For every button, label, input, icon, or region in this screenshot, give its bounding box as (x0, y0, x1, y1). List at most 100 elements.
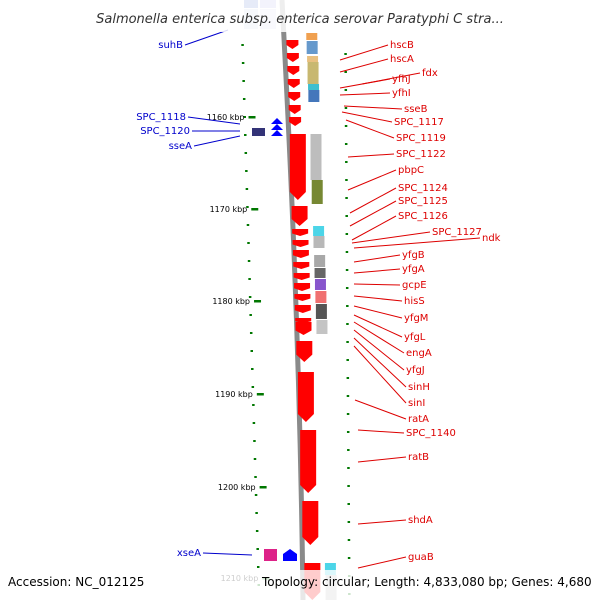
forward-gene-block[interactable] (292, 250, 309, 258)
forward-gene-chevron[interactable] (288, 105, 301, 114)
label-leader-line (343, 105, 403, 110)
forward-gene-block[interactable] (294, 294, 311, 301)
gene-label-yfgL[interactable]: yfgL (404, 332, 426, 343)
gene-label-SPC_1126[interactable]: SPC_1126 (398, 211, 448, 222)
forward-gene-block[interactable] (293, 273, 310, 280)
forward-gene-block[interactable] (295, 322, 312, 335)
orf-dots (241, 44, 351, 595)
gene-label-SPC_1120[interactable]: SPC_1120 (140, 126, 190, 137)
gene-label-yfhI[interactable]: yfhI (392, 88, 411, 99)
forward-gene-block[interactable] (294, 283, 311, 291)
orf-dot-left (256, 548, 259, 550)
forward-gene-chevron[interactable] (286, 40, 299, 49)
forward-gene-block[interactable] (293, 262, 310, 269)
annotation-bar (307, 56, 319, 62)
forward-gene-block[interactable] (294, 305, 311, 313)
orf-dot-left (246, 206, 249, 208)
forward-gene-block[interactable] (292, 229, 309, 236)
reverse-gene-chevron[interactable] (271, 130, 283, 136)
orf-dot-left (252, 422, 256, 424)
gene-label-gcpE[interactable]: gcpE (402, 280, 427, 291)
orf-dot-right (344, 89, 348, 91)
gene-label-yfhJ[interactable]: yfhJ (392, 74, 411, 85)
gene-label-SPC_1140[interactable]: SPC_1140 (406, 428, 456, 439)
forward-gene-chevron[interactable] (289, 117, 302, 126)
gene-label-xseA[interactable]: xseA (177, 548, 201, 559)
gene-label-hisS[interactable]: hisS (404, 296, 425, 307)
orf-dot-right (347, 449, 350, 451)
orf-dot-left (242, 80, 245, 82)
gene-label-SPC_1117[interactable]: SPC_1117 (394, 117, 444, 128)
orf-dot-right (346, 377, 350, 379)
forward-gene-chevron[interactable] (286, 53, 299, 62)
label-leader-line (193, 135, 241, 147)
label-leader-line (339, 58, 389, 73)
forward-gene-block[interactable] (291, 206, 308, 226)
orf-dot-right (347, 521, 351, 523)
forward-gene-block[interactable] (297, 372, 314, 422)
topology-text: Topology: circular; Length: 4,833,080 bp… (261, 575, 592, 589)
gene-label-hscA[interactable]: hscA (390, 54, 414, 65)
annotation-bar (314, 268, 326, 278)
orf-dot-left (249, 332, 253, 334)
forward-gene-chevron[interactable] (288, 92, 301, 101)
annotation-bar (324, 563, 336, 575)
gene-label-hscB[interactable]: hscB (390, 40, 414, 51)
coordinate-ticks: 1160 kbp 1170 kbp 1180 kbp 1190 kbp 1200 kbp… (207, 113, 270, 583)
orf-dot-left (247, 260, 251, 262)
reverse-gene-block[interactable] (283, 549, 297, 561)
gene-label-yfgM[interactable]: yfgM (404, 313, 428, 324)
gene-label-shdA[interactable]: shdA (408, 515, 433, 526)
gene-label-SPC_1125[interactable]: SPC_1125 (398, 196, 448, 207)
feature-pink[interactable] (264, 549, 277, 561)
annotation-bar (306, 41, 318, 54)
reverse-gene-chevron[interactable] (271, 118, 283, 124)
gene-label-sseB[interactable]: sseB (404, 104, 428, 115)
orf-dot-left (255, 512, 258, 514)
forward-gene-block[interactable] (295, 318, 312, 323)
gene-label-sseA[interactable]: sseA (169, 141, 193, 152)
reverse-gene[interactable] (252, 128, 265, 136)
orf-dot-right (346, 305, 349, 307)
orf-dot-right (345, 269, 349, 271)
gene-label-pbpC[interactable]: pbpC (398, 165, 424, 176)
left-gene-labels[interactable]: suhB SPC_1118 SPC_1120 sseA xseA (136, 40, 201, 559)
forward-gene-chevron[interactable] (287, 79, 300, 88)
gene-label-suhB[interactable]: suhB (158, 40, 183, 51)
annotation-bar (316, 320, 328, 334)
label-leader-line (353, 295, 403, 302)
gene-label-yfgA[interactable]: yfgA (402, 264, 425, 275)
gene-label-SPC_1127[interactable]: SPC_1127 (432, 227, 482, 238)
orf-dot-right (344, 71, 347, 73)
gene-label-yfgB[interactable]: yfgB (402, 250, 425, 261)
forward-gene-block[interactable] (296, 341, 313, 362)
gene-label-guaB[interactable]: guaB (408, 552, 434, 563)
forward-gene-block[interactable] (302, 501, 319, 545)
forward-gene-block[interactable] (289, 134, 306, 200)
gene-label-ratA[interactable]: ratA (408, 414, 429, 425)
label-leader-line (351, 215, 397, 241)
forward-gene-chevron[interactable] (287, 66, 300, 75)
forward-gene-block[interactable] (292, 240, 309, 247)
gene-label-SPC_1122[interactable]: SPC_1122 (396, 149, 446, 160)
gene-label-engA[interactable]: engA (406, 348, 432, 359)
gene-label-SPC_1124[interactable]: SPC_1124 (398, 183, 448, 194)
gene-label-yfgJ[interactable]: yfgJ (406, 365, 425, 376)
gene-label-sinI[interactable]: sinI (408, 398, 425, 409)
coordinate-tick-label: 1200 kbp (218, 483, 256, 492)
orf-dot-left (252, 404, 255, 406)
coordinate-tick (248, 116, 256, 119)
gene-label-ratB[interactable]: ratB (408, 452, 429, 463)
forward-gene-block[interactable] (300, 430, 317, 493)
page-title: Salmonella enterica subsp. enterica sero… (96, 12, 504, 27)
gene-label-SPC_1119[interactable]: SPC_1119 (396, 133, 446, 144)
orf-dot-left (241, 62, 245, 64)
gene-label-SPC_1118[interactable]: SPC_1118 (136, 112, 186, 123)
gene-label-fdx[interactable]: fdx (422, 68, 438, 79)
gene-label-sinH[interactable]: sinH (408, 382, 430, 393)
coordinate-tick (254, 300, 262, 303)
forward-strand-genes[interactable] (286, 40, 321, 600)
reverse-gene-chevron[interactable] (271, 124, 283, 130)
gene-label-ndk[interactable]: ndk (482, 233, 501, 244)
